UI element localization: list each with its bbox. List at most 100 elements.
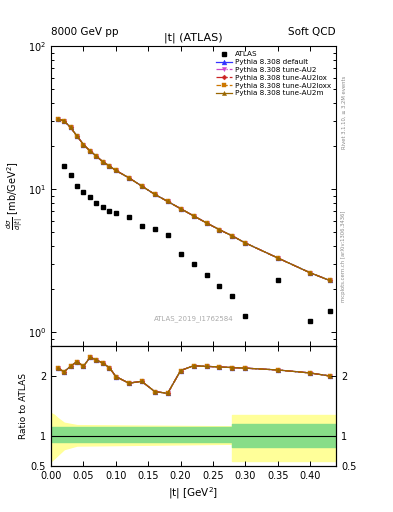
ATLAS bbox=[243, 313, 248, 319]
ATLAS bbox=[88, 194, 92, 200]
Pythia 8.308 tune-AU2lox bbox=[62, 118, 66, 124]
Pythia 8.308 tune-AU2m bbox=[75, 133, 79, 139]
Pythia 8.308 tune-AU2loxx bbox=[140, 183, 144, 189]
ATLAS bbox=[81, 189, 86, 196]
Pythia 8.308 tune-AU2lox bbox=[127, 175, 131, 181]
Pythia 8.308 tune-AU2 bbox=[230, 233, 235, 239]
ATLAS bbox=[275, 278, 280, 284]
Pythia 8.308 default bbox=[62, 118, 66, 124]
Pythia 8.308 tune-AU2 bbox=[81, 141, 86, 147]
Pythia 8.308 default bbox=[107, 163, 112, 169]
Pythia 8.308 default bbox=[127, 175, 131, 181]
ATLAS bbox=[107, 208, 112, 215]
Pythia 8.308 default bbox=[243, 240, 248, 246]
Pythia 8.308 default bbox=[217, 227, 222, 233]
Pythia 8.308 tune-AU2 bbox=[308, 270, 312, 276]
Pythia 8.308 tune-AU2m bbox=[308, 270, 312, 276]
Pythia 8.308 tune-AU2lox bbox=[243, 240, 248, 246]
Pythia 8.308 tune-AU2 bbox=[55, 116, 60, 122]
Pythia 8.308 tune-AU2m bbox=[275, 255, 280, 261]
Pythia 8.308 default bbox=[275, 255, 280, 261]
Pythia 8.308 tune-AU2loxx bbox=[68, 124, 73, 131]
Pythia 8.308 tune-AU2 bbox=[114, 167, 118, 174]
Text: mcplots.cern.ch [arXiv:1306.3436]: mcplots.cern.ch [arXiv:1306.3436] bbox=[342, 210, 346, 302]
Pythia 8.308 default bbox=[165, 198, 170, 204]
Pythia 8.308 tune-AU2loxx bbox=[230, 233, 235, 239]
Pythia 8.308 tune-AU2m bbox=[243, 240, 248, 246]
Pythia 8.308 tune-AU2loxx bbox=[101, 159, 105, 165]
ATLAS bbox=[230, 292, 235, 298]
Pythia 8.308 tune-AU2 bbox=[152, 191, 157, 197]
Pythia 8.308 tune-AU2m bbox=[81, 141, 86, 147]
ATLAS bbox=[152, 225, 157, 231]
Pythia 8.308 default bbox=[308, 270, 312, 276]
Pythia 8.308 tune-AU2loxx bbox=[107, 163, 112, 169]
ATLAS bbox=[114, 210, 118, 216]
Pythia 8.308 tune-AU2lox bbox=[308, 270, 312, 276]
Pythia 8.308 tune-AU2 bbox=[62, 118, 66, 124]
Pythia 8.308 default bbox=[81, 141, 86, 147]
Pythia 8.308 default bbox=[55, 116, 60, 122]
Pythia 8.308 tune-AU2loxx bbox=[62, 118, 66, 124]
Pythia 8.308 tune-AU2lox bbox=[75, 133, 79, 139]
Pythia 8.308 tune-AU2m bbox=[88, 148, 92, 154]
Pythia 8.308 tune-AU2loxx bbox=[114, 167, 118, 174]
Pythia 8.308 tune-AU2 bbox=[101, 159, 105, 165]
Pythia 8.308 tune-AU2 bbox=[127, 175, 131, 181]
Pythia 8.308 tune-AU2 bbox=[327, 278, 332, 284]
Pythia 8.308 tune-AU2m bbox=[107, 163, 112, 169]
Line: Pythia 8.308 tune-AU2loxx: Pythia 8.308 tune-AU2loxx bbox=[56, 117, 331, 282]
Line: ATLAS: ATLAS bbox=[62, 164, 332, 323]
Pythia 8.308 tune-AU2loxx bbox=[217, 227, 222, 233]
Pythia 8.308 tune-AU2m bbox=[62, 118, 66, 124]
Pythia 8.308 tune-AU2m bbox=[94, 153, 99, 159]
ATLAS bbox=[75, 183, 79, 189]
Title: |t| (ATLAS): |t| (ATLAS) bbox=[164, 33, 223, 43]
Pythia 8.308 tune-AU2lox bbox=[101, 159, 105, 165]
Pythia 8.308 tune-AU2m bbox=[114, 167, 118, 174]
Pythia 8.308 default bbox=[152, 191, 157, 197]
ATLAS bbox=[217, 283, 222, 289]
Pythia 8.308 tune-AU2loxx bbox=[88, 148, 92, 154]
X-axis label: |t| [GeV$^{2}$]: |t| [GeV$^{2}$] bbox=[169, 485, 219, 501]
Pythia 8.308 tune-AU2 bbox=[88, 148, 92, 154]
Pythia 8.308 tune-AU2 bbox=[107, 163, 112, 169]
Pythia 8.308 default bbox=[230, 233, 235, 239]
Pythia 8.308 default bbox=[178, 205, 183, 211]
Text: Soft QCD: Soft QCD bbox=[288, 27, 336, 37]
Text: ATLAS_2019_I1762584: ATLAS_2019_I1762584 bbox=[154, 315, 233, 322]
Pythia 8.308 default bbox=[101, 159, 105, 165]
Pythia 8.308 tune-AU2m bbox=[178, 205, 183, 211]
Pythia 8.308 tune-AU2 bbox=[243, 240, 248, 246]
Pythia 8.308 tune-AU2lox bbox=[94, 153, 99, 159]
Pythia 8.308 tune-AU2 bbox=[178, 205, 183, 211]
Pythia 8.308 tune-AU2m bbox=[152, 191, 157, 197]
Pythia 8.308 tune-AU2loxx bbox=[327, 278, 332, 284]
Pythia 8.308 tune-AU2lox bbox=[114, 167, 118, 174]
Line: Pythia 8.308 default: Pythia 8.308 default bbox=[55, 116, 332, 283]
Pythia 8.308 tune-AU2lox bbox=[81, 141, 86, 147]
Pythia 8.308 tune-AU2loxx bbox=[243, 240, 248, 246]
Text: Rivet 3.1.10, ≥ 3.2M events: Rivet 3.1.10, ≥ 3.2M events bbox=[342, 76, 346, 150]
Y-axis label: Ratio to ATLAS: Ratio to ATLAS bbox=[19, 373, 28, 439]
Pythia 8.308 tune-AU2 bbox=[191, 213, 196, 219]
ATLAS bbox=[204, 272, 209, 278]
Pythia 8.308 tune-AU2lox bbox=[191, 213, 196, 219]
Pythia 8.308 tune-AU2m bbox=[165, 198, 170, 204]
Pythia 8.308 default bbox=[114, 167, 118, 174]
Pythia 8.308 default bbox=[191, 213, 196, 219]
Pythia 8.308 tune-AU2 bbox=[275, 255, 280, 261]
ATLAS bbox=[178, 251, 183, 258]
Pythia 8.308 tune-AU2loxx bbox=[275, 255, 280, 261]
Text: 8000 GeV pp: 8000 GeV pp bbox=[51, 27, 119, 37]
ATLAS bbox=[191, 261, 196, 267]
Pythia 8.308 tune-AU2loxx bbox=[127, 175, 131, 181]
Pythia 8.308 tune-AU2lox bbox=[152, 191, 157, 197]
Pythia 8.308 tune-AU2 bbox=[75, 133, 79, 139]
ATLAS bbox=[68, 172, 73, 178]
Pythia 8.308 tune-AU2m bbox=[140, 183, 144, 189]
Pythia 8.308 tune-AU2lox bbox=[275, 255, 280, 261]
Pythia 8.308 tune-AU2lox bbox=[178, 205, 183, 211]
Y-axis label: $\frac{d\sigma}{d|t|}$ [mb/GeV$^{2}$]: $\frac{d\sigma}{d|t|}$ [mb/GeV$^{2}$] bbox=[5, 162, 25, 230]
ATLAS bbox=[308, 318, 312, 324]
